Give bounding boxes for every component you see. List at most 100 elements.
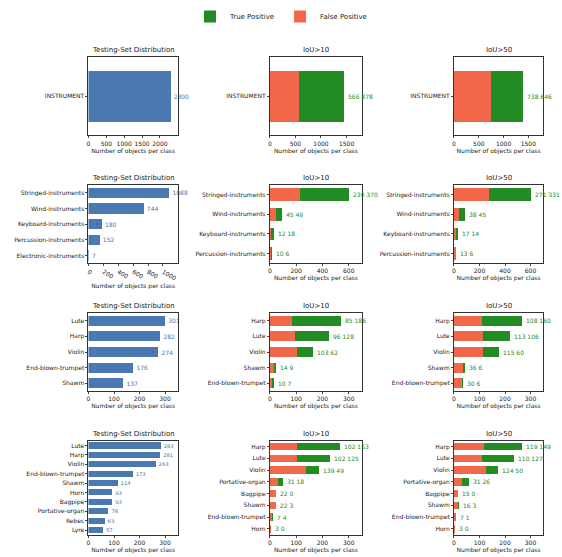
svg-text:0: 0 <box>452 140 456 147</box>
svg-text:7: 7 <box>92 252 96 259</box>
svg-text:152: 152 <box>103 236 115 243</box>
svg-text:Percussion-instruments: Percussion-instruments <box>380 250 450 257</box>
svg-text:Violin: Violin <box>249 466 266 473</box>
svg-text:13 6: 13 6 <box>460 250 474 257</box>
svg-text:1000: 1000 <box>117 140 132 147</box>
svg-text:230 370: 230 370 <box>353 191 378 198</box>
svg-text:Lyre: Lyre <box>72 526 85 534</box>
svg-text:Percussion-instruments: Percussion-instruments <box>14 236 84 243</box>
svg-text:INSTRUMENT: INSTRUMENT <box>410 92 450 99</box>
svg-text:IoU>10: IoU>10 <box>303 302 329 310</box>
svg-text:Harp: Harp <box>70 451 85 459</box>
svg-text:End-blown-trumpet: End-blown-trumpet <box>208 379 267 387</box>
svg-text:100: 100 <box>108 539 120 546</box>
svg-text:0: 0 <box>87 539 91 546</box>
svg-text:566 878: 566 878 <box>348 93 373 100</box>
svg-text:600: 600 <box>525 267 537 274</box>
svg-text:Number of objects per class: Number of objects per class <box>274 274 358 282</box>
svg-text:176: 176 <box>136 364 148 371</box>
svg-text:0: 0 <box>268 395 272 402</box>
svg-text:15 0: 15 0 <box>462 490 476 497</box>
svg-text:Number of objects per class: Number of objects per class <box>457 546 541 554</box>
svg-text:14 9: 14 9 <box>280 364 294 371</box>
svg-text:7 1: 7 1 <box>460 514 470 521</box>
svg-text:Stringed-instruments: Stringed-instruments <box>386 191 450 199</box>
svg-text:113 106: 113 106 <box>514 333 539 340</box>
svg-text:173: 173 <box>136 471 146 477</box>
svg-text:Shawm: Shawm <box>428 364 450 371</box>
svg-text:Number of objects per class: Number of objects per class <box>91 546 175 554</box>
svg-text:Violin: Violin <box>433 348 450 355</box>
svg-text:Violin: Violin <box>68 348 85 355</box>
svg-text:0: 0 <box>268 267 272 274</box>
svg-text:1500: 1500 <box>339 140 354 147</box>
svg-text:22 3: 22 3 <box>280 502 294 509</box>
svg-text:End-blown-trumpet: End-blown-trumpet <box>26 470 85 478</box>
svg-text:Harp: Harp <box>435 443 450 451</box>
svg-text:Keyboard-instruments: Keyboard-instruments <box>199 230 265 238</box>
svg-text:1500: 1500 <box>134 140 149 147</box>
svg-text:100: 100 <box>474 395 486 402</box>
svg-text:Harp: Harp <box>435 317 450 325</box>
svg-text:End-blown-trumpet: End-blown-trumpet <box>208 513 267 521</box>
svg-text:100: 100 <box>474 539 486 546</box>
svg-text:Lute: Lute <box>253 332 266 339</box>
svg-text:Number of objects per class: Number of objects per class <box>274 147 358 155</box>
svg-text:800: 800 <box>146 268 160 280</box>
svg-text:600: 600 <box>343 267 355 274</box>
svg-text:False Positive: False Positive <box>320 13 367 21</box>
svg-text:Shawm: Shawm <box>62 379 84 386</box>
svg-text:137: 137 <box>126 380 138 387</box>
svg-text:End-blown-trumpet: End-blown-trumpet <box>392 379 451 387</box>
svg-text:63: 63 <box>108 518 115 524</box>
svg-text:Number of objects per class: Number of objects per class <box>274 546 358 554</box>
svg-text:100: 100 <box>290 395 302 402</box>
svg-text:282: 282 <box>163 333 175 340</box>
svg-text:300: 300 <box>525 395 537 402</box>
svg-text:301: 301 <box>168 317 180 324</box>
svg-text:Stringed-instruments: Stringed-instruments <box>202 191 266 199</box>
svg-text:300: 300 <box>343 539 355 546</box>
svg-text:110 127: 110 127 <box>518 455 543 462</box>
svg-text:IoU>10: IoU>10 <box>303 46 329 54</box>
svg-text:738 646: 738 646 <box>527 93 552 100</box>
svg-text:Wind-instruments: Wind-instruments <box>31 205 84 212</box>
svg-text:Violin: Violin <box>249 348 266 355</box>
svg-text:93: 93 <box>115 490 122 496</box>
svg-text:400: 400 <box>116 268 130 280</box>
svg-text:2000: 2000 <box>152 140 167 147</box>
svg-text:139 49: 139 49 <box>323 467 344 474</box>
svg-text:Horn: Horn <box>70 489 85 496</box>
svg-text:16 3: 16 3 <box>463 502 477 509</box>
svg-text:10 6: 10 6 <box>276 250 290 257</box>
svg-text:Horn: Horn <box>251 525 266 532</box>
svg-text:Testing-Set Distribution: Testing-Set Distribution <box>92 302 175 310</box>
svg-text:0: 0 <box>268 539 272 546</box>
svg-text:300: 300 <box>343 395 355 402</box>
svg-text:0: 0 <box>87 140 91 147</box>
svg-text:108 160: 108 160 <box>526 317 551 324</box>
svg-text:Lute: Lute <box>437 454 450 461</box>
svg-text:1088: 1088 <box>172 189 187 196</box>
svg-text:Number of objects per class: Number of objects per class <box>457 147 541 155</box>
svg-text:Shawm: Shawm <box>62 479 84 486</box>
svg-text:IoU>50: IoU>50 <box>486 430 512 438</box>
svg-text:0: 0 <box>452 539 456 546</box>
svg-text:500: 500 <box>101 140 113 147</box>
svg-text:Lute: Lute <box>71 442 84 449</box>
svg-text:Electronic-instruments: Electronic-instruments <box>17 252 85 259</box>
svg-text:Number of objects per class: Number of objects per class <box>91 282 175 290</box>
svg-text:124 50: 124 50 <box>502 467 523 474</box>
svg-text:Horn: Horn <box>435 525 450 532</box>
svg-text:263: 263 <box>159 461 169 467</box>
svg-text:Lute: Lute <box>253 454 266 461</box>
svg-text:78: 78 <box>111 508 118 514</box>
svg-text:IoU>50: IoU>50 <box>486 302 512 310</box>
svg-text:2300: 2300 <box>174 93 189 100</box>
svg-text:Bagpipe: Bagpipe <box>60 498 85 506</box>
svg-text:IoU>50: IoU>50 <box>486 174 512 182</box>
svg-text:Harp: Harp <box>251 443 266 451</box>
svg-text:Bagpipe: Bagpipe <box>241 490 266 498</box>
svg-text:115 60: 115 60 <box>503 349 524 356</box>
svg-text:IoU>50: IoU>50 <box>486 46 512 54</box>
